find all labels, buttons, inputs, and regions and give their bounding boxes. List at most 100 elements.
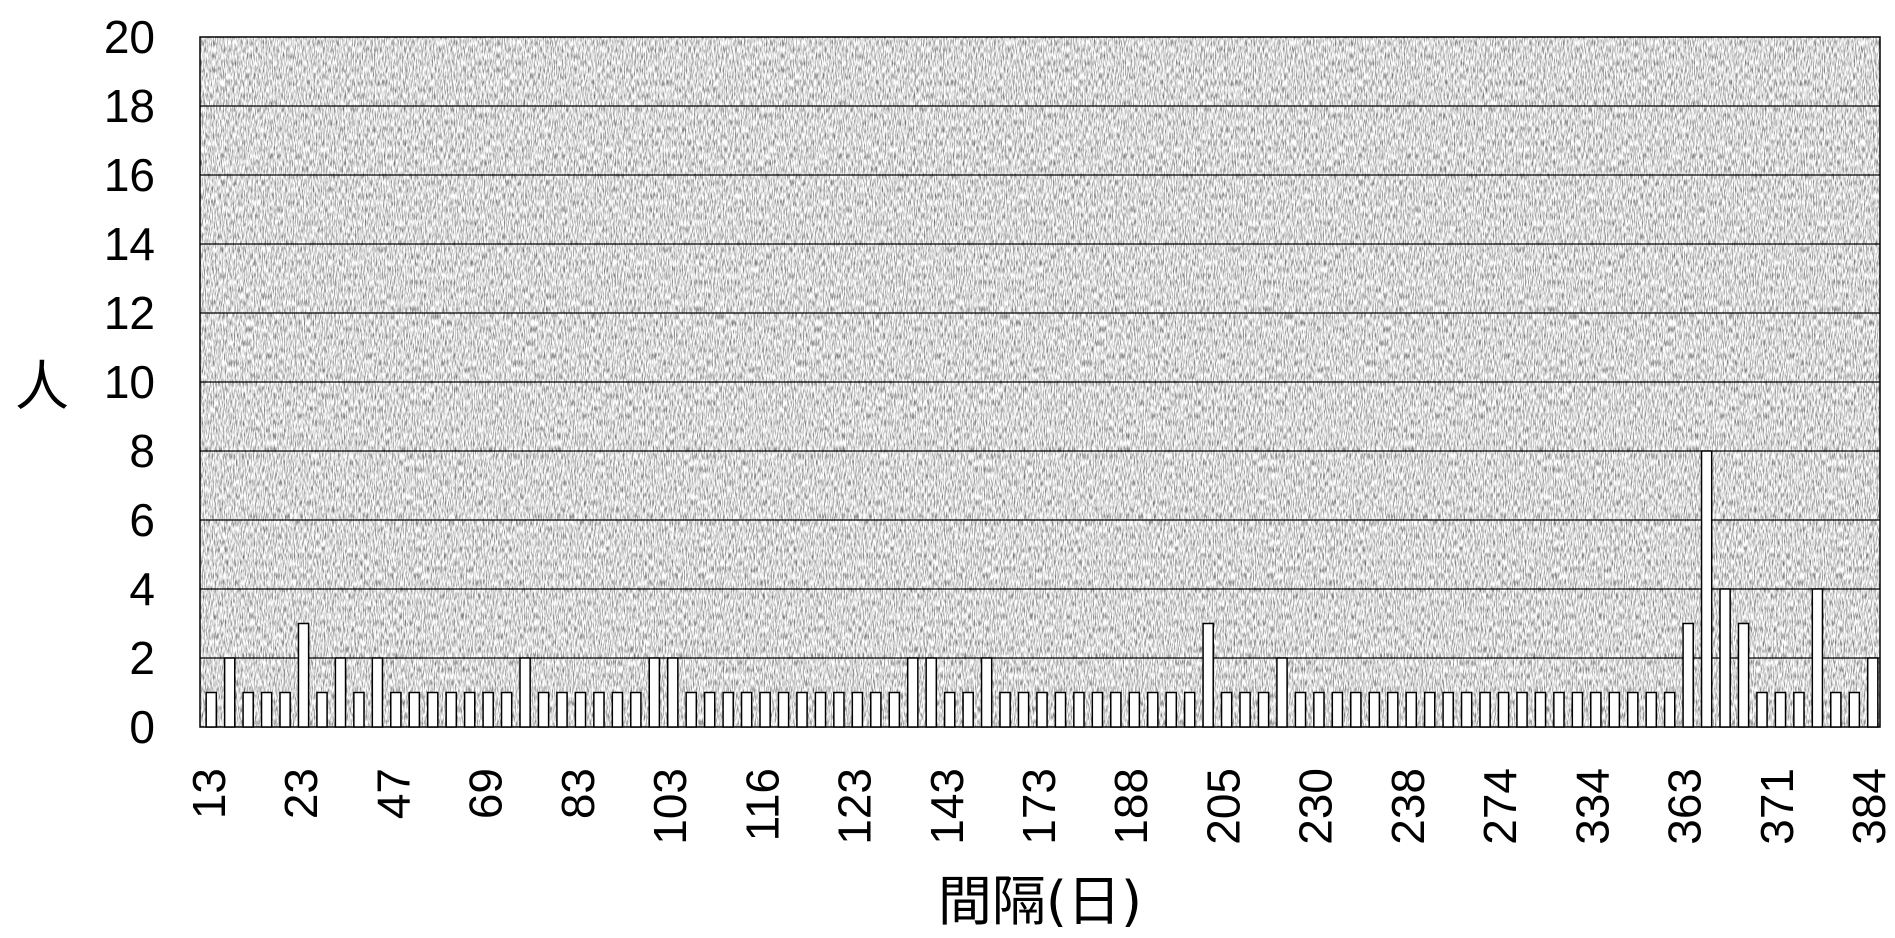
bar (1220, 691, 1233, 728)
bar (703, 691, 716, 728)
y-tick-label: 14 (104, 218, 155, 270)
bar (223, 657, 236, 728)
bar (740, 691, 753, 728)
x-tick-label: 47 (367, 768, 419, 819)
bar (408, 691, 421, 728)
bar (943, 691, 956, 728)
y-tick-label: 2 (129, 632, 155, 684)
bar (1756, 691, 1768, 728)
x-tick-label: 116 (736, 768, 788, 841)
bar (445, 691, 458, 728)
bar (297, 622, 310, 728)
x-axis-title: 間隔(日) (938, 870, 1142, 933)
bar (666, 657, 679, 728)
x-tick-label: 363 (1659, 768, 1711, 845)
bar (814, 691, 827, 728)
x-tick-label: 274 (1474, 768, 1526, 845)
bar (906, 657, 919, 728)
bar (1313, 691, 1325, 728)
bar (759, 691, 771, 728)
bar (1423, 691, 1436, 728)
bar (1682, 622, 1694, 728)
bar (962, 691, 974, 728)
bar (1442, 691, 1454, 728)
bar (851, 691, 864, 728)
y-tick-label: 0 (129, 701, 155, 753)
y-tick-label: 8 (129, 425, 155, 477)
bar (1663, 691, 1676, 728)
bar (999, 691, 1011, 728)
bar (463, 691, 476, 728)
bar (870, 691, 882, 728)
bar (1165, 691, 1178, 728)
bar (260, 691, 273, 728)
y-tick-label: 6 (129, 494, 155, 546)
bar (1405, 691, 1418, 728)
bar (1534, 691, 1547, 728)
bar (537, 691, 550, 728)
x-tick-labels: 13 23 47 69 83 103 116 123 143 173 188 205 230 238 274… (183, 768, 1895, 845)
y-tick-labels: 0 2 4 6 8 10 12 14 16 18 20 (104, 11, 155, 753)
bar (648, 657, 661, 728)
bar (611, 691, 624, 728)
bar (833, 691, 845, 728)
bar (1368, 691, 1381, 728)
x-tick-label: 23 (275, 768, 327, 819)
x-tick-label: 69 (460, 768, 512, 819)
bar (593, 691, 605, 728)
bar (796, 691, 808, 728)
bar (556, 691, 568, 728)
bar (1054, 691, 1067, 728)
bar (500, 691, 513, 728)
bar (426, 691, 439, 728)
bar (1350, 691, 1362, 728)
x-tick-label: 13 (183, 768, 235, 819)
bar (1700, 450, 1713, 728)
x-tick-label: 143 (921, 768, 973, 845)
y-tick-label: 20 (104, 11, 155, 63)
x-tick-label: 205 (1197, 768, 1249, 845)
bar (1276, 657, 1288, 728)
bar (630, 691, 642, 728)
bar (1645, 691, 1658, 728)
bar (1036, 691, 1048, 728)
bar (980, 657, 993, 728)
y-tick-label: 18 (104, 80, 155, 132)
bar (482, 691, 494, 728)
bar (1128, 691, 1141, 728)
bar (1183, 691, 1196, 728)
x-tick-label: 238 (1382, 768, 1434, 845)
bar (1460, 691, 1473, 728)
y-tick-label: 10 (104, 356, 155, 408)
bar (519, 657, 531, 728)
x-tick-label: 371 (1751, 768, 1803, 845)
bar (1553, 691, 1565, 728)
bar (1073, 691, 1085, 728)
y-tick-label: 12 (104, 287, 155, 339)
bar (1239, 691, 1251, 728)
bar (1146, 691, 1159, 728)
x-tick-label: 188 (1105, 768, 1157, 845)
bar (334, 657, 347, 728)
bar (390, 691, 402, 728)
bars (205, 450, 1879, 728)
y-tick-label: 4 (129, 563, 155, 615)
bar (1626, 691, 1639, 728)
gridlines (200, 105, 1880, 659)
bar (574, 691, 587, 728)
bar (1830, 691, 1842, 728)
bar (777, 691, 790, 728)
bar (1110, 691, 1122, 728)
bar (1479, 691, 1491, 728)
bar (1737, 622, 1750, 728)
bar (1202, 622, 1214, 728)
bar (1017, 691, 1030, 728)
x-tick-label: 173 (1013, 768, 1065, 845)
x-tick-label: 123 (829, 768, 881, 845)
bar (1719, 588, 1731, 728)
bar (1811, 588, 1824, 728)
bar (1331, 691, 1344, 728)
bar (242, 691, 254, 728)
bar (1866, 657, 1879, 728)
